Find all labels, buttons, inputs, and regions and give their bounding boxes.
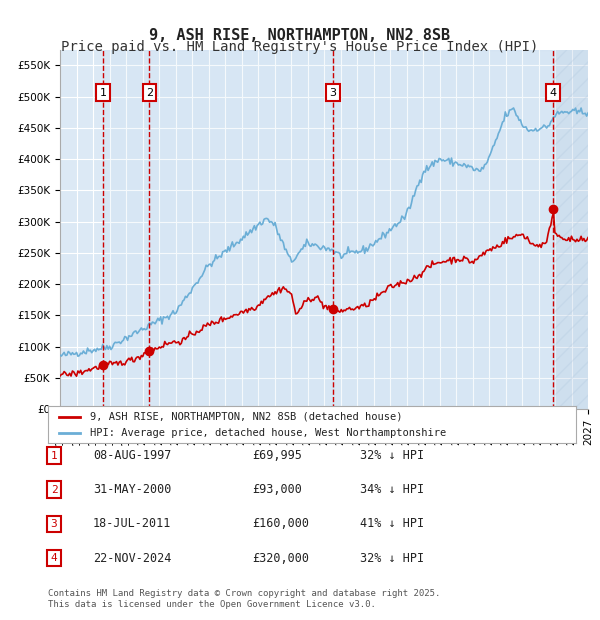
Text: 18-JUL-2011: 18-JUL-2011 xyxy=(93,518,172,530)
Text: 9, ASH RISE, NORTHAMPTON, NN2 8SB: 9, ASH RISE, NORTHAMPTON, NN2 8SB xyxy=(149,28,451,43)
Text: 9, ASH RISE, NORTHAMPTON, NN2 8SB (detached house): 9, ASH RISE, NORTHAMPTON, NN2 8SB (detac… xyxy=(90,412,403,422)
Text: Price paid vs. HM Land Registry's House Price Index (HPI): Price paid vs. HM Land Registry's House … xyxy=(61,40,539,55)
Text: HPI: Average price, detached house, West Northamptonshire: HPI: Average price, detached house, West… xyxy=(90,428,446,438)
Text: 41% ↓ HPI: 41% ↓ HPI xyxy=(360,518,424,530)
Bar xyxy=(333,50,553,409)
Text: 32% ↓ HPI: 32% ↓ HPI xyxy=(360,552,424,564)
Bar xyxy=(149,50,333,409)
Text: 32% ↓ HPI: 32% ↓ HPI xyxy=(360,450,424,462)
Text: £320,000: £320,000 xyxy=(252,552,309,564)
Text: £160,000: £160,000 xyxy=(252,518,309,530)
Text: 34% ↓ HPI: 34% ↓ HPI xyxy=(360,484,424,496)
Text: 4: 4 xyxy=(50,553,58,563)
Text: Contains HM Land Registry data © Crown copyright and database right 2025.
This d: Contains HM Land Registry data © Crown c… xyxy=(48,590,440,609)
Text: £93,000: £93,000 xyxy=(252,484,302,496)
Text: 1: 1 xyxy=(50,451,58,461)
Text: 3: 3 xyxy=(50,519,58,529)
Text: 31-MAY-2000: 31-MAY-2000 xyxy=(93,484,172,496)
Bar xyxy=(553,50,588,409)
Text: 08-AUG-1997: 08-AUG-1997 xyxy=(93,450,172,462)
Text: 2: 2 xyxy=(146,88,153,98)
Text: 22-NOV-2024: 22-NOV-2024 xyxy=(93,552,172,564)
Text: 3: 3 xyxy=(329,88,337,98)
Text: 1: 1 xyxy=(100,88,106,98)
Text: 2: 2 xyxy=(50,485,58,495)
Text: 4: 4 xyxy=(550,88,557,98)
Bar xyxy=(103,50,149,409)
Text: £69,995: £69,995 xyxy=(252,450,302,462)
